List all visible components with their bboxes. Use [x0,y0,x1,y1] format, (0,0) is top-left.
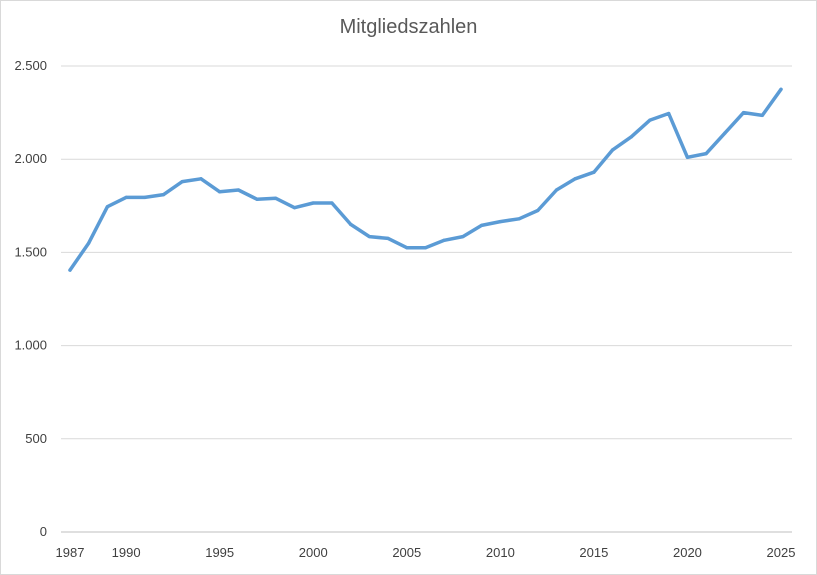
series-line [68,87,783,272]
data-point [218,190,222,194]
data-point [236,188,240,192]
chart-title: Mitgliedszahlen [339,16,478,38]
data-point [330,201,334,205]
data-point [349,222,353,227]
data-point [554,188,559,192]
data-point [573,177,577,181]
data-point [629,135,633,139]
data-point [87,241,91,245]
data-point [386,236,390,241]
data-point [480,223,484,227]
x-tick-label: 1987 [56,545,85,560]
gridlines [61,65,792,533]
data-point [611,148,615,152]
data-point [442,238,446,242]
data-point [517,217,521,221]
data-point [498,220,502,224]
data-point [68,268,72,272]
data-point [461,234,465,239]
data-point [143,195,147,200]
data-point [536,208,540,213]
x-tick-label: 1990 [112,545,141,560]
data-point [592,170,596,174]
x-tick-label: 2020 [673,545,702,560]
data-point [704,152,708,156]
x-tick-label: 2025 [767,545,796,560]
data-point [367,234,371,239]
data-point [779,87,783,91]
data-point [648,118,652,122]
x-tick-label: 2010 [486,545,515,560]
data-point [311,201,315,205]
data-point [274,196,278,200]
data-point [723,131,727,135]
data-point [685,155,690,159]
x-tick-label: 2000 [299,545,328,560]
y-tick-label: 1.500 [14,244,47,259]
data-point [741,111,746,115]
y-axis-ticks: 0 500 1.000 1.500 2.000 2.500 [14,58,47,539]
y-tick-label: 0 [40,524,47,539]
data-point [180,179,184,184]
data-point [292,206,297,210]
data-point [124,195,128,200]
data-point [105,205,110,209]
x-axis-ticks: 1987 1990 1995 2000 2005 2010 2015 2020 2025 [56,545,796,560]
x-tick-label: 2005 [392,545,421,560]
data-point [255,197,259,201]
y-tick-label: 2.500 [14,58,47,73]
x-tick-label: 1995 [205,545,234,560]
y-tick-label: 2.000 [14,151,47,166]
x-tick-label: 2015 [579,545,608,560]
data-point [667,111,671,116]
y-tick-label: 1.000 [14,338,47,353]
data-point [760,113,764,117]
data-point [405,246,409,250]
data-point [199,177,203,181]
series-layer [68,87,783,272]
data-point [161,193,166,197]
y-tick-label: 500 [25,431,47,446]
data-point [423,246,428,250]
